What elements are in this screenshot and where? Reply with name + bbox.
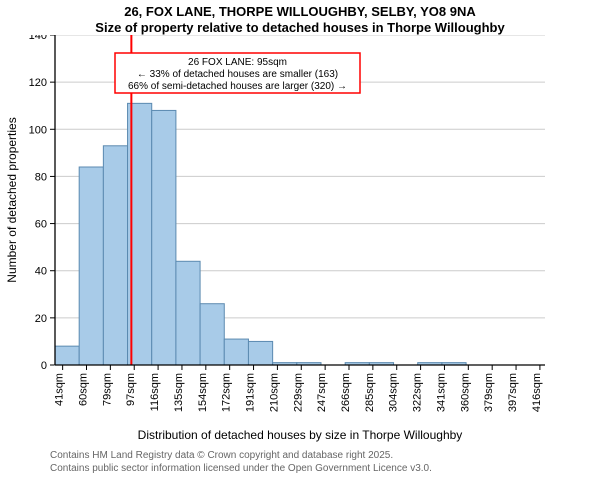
x-axis-label: Distribution of detached houses by size … [138, 428, 463, 442]
tick-label-x: 266sqm [340, 373, 352, 412]
footer-attribution: Contains HM Land Registry data © Crown c… [0, 445, 600, 475]
histogram-bar [200, 304, 224, 365]
tick-label-x: 191sqm [245, 373, 257, 412]
tick-label-x: 135sqm [173, 373, 185, 412]
title-line-2: Size of property relative to detached ho… [0, 20, 600, 36]
tick-label-x: 416sqm [531, 373, 543, 412]
histogram-svg: 0 20 40 60 80 100 120 140 41sqm 60sqm 79sqm 97sqm 11… [0, 35, 555, 445]
histogram-bar [224, 339, 248, 365]
tick-label-x: 247sqm [316, 373, 328, 412]
tick-label-y: 20 [35, 313, 47, 325]
tick-label-y: 120 [29, 77, 47, 89]
tick-label-y: 0 [41, 360, 47, 372]
tick-label-x: 172sqm [221, 373, 233, 412]
tick-label-x: 154sqm [197, 373, 209, 412]
tick-label-x: 304sqm [388, 373, 400, 412]
tick-label-x: 41sqm [54, 373, 66, 406]
tick-label-x: 79sqm [101, 373, 113, 406]
tick-label-x: 285sqm [364, 373, 376, 412]
histogram-bar [79, 167, 103, 365]
tick-label-x: 322sqm [412, 373, 424, 412]
tick-label-y: 40 [35, 266, 47, 278]
tick-label-x: 397sqm [507, 373, 519, 412]
tick-label-y: 140 [29, 35, 47, 42]
annotation-line1: 26 FOX LANE: 95sqm [188, 57, 287, 68]
histogram-bar [103, 146, 127, 365]
tick-label-x: 60sqm [78, 373, 90, 406]
tick-label-x: 379sqm [483, 373, 495, 412]
chart-titles: 26, FOX LANE, THORPE WILLOUGHBY, SELBY, … [0, 0, 600, 35]
histogram-bar [248, 342, 272, 366]
annotation-line3: 66% of semi-detached houses are larger (… [128, 81, 347, 92]
tick-label-x: 116sqm [149, 373, 161, 411]
tick-label-x: 229sqm [292, 373, 304, 412]
tick-label-y: 80 [35, 172, 47, 184]
footer-line-1: Contains HM Land Registry data © Crown c… [50, 449, 600, 462]
tick-label-x: 341sqm [435, 373, 447, 412]
title-line-1: 26, FOX LANE, THORPE WILLOUGHBY, SELBY, … [0, 4, 600, 20]
histogram-bar [152, 111, 176, 366]
annotation-line2: ← 33% of detached houses are smaller (16… [137, 69, 338, 80]
footer-line-2: Contains public sector information licen… [50, 462, 600, 475]
tick-label-y: 100 [29, 124, 47, 136]
tick-label-x: 97sqm [125, 373, 137, 406]
tick-label-x: 360sqm [459, 373, 471, 412]
tick-label-x: 210sqm [268, 373, 280, 412]
y-axis-label: Number of detached properties [5, 117, 19, 282]
tick-label-y: 60 [35, 219, 47, 231]
histogram-bar [55, 346, 79, 365]
histogram-bar [176, 261, 200, 365]
chart-container: 0 20 40 60 80 100 120 140 41sqm 60sqm 79sqm 97sqm 11… [0, 35, 600, 445]
